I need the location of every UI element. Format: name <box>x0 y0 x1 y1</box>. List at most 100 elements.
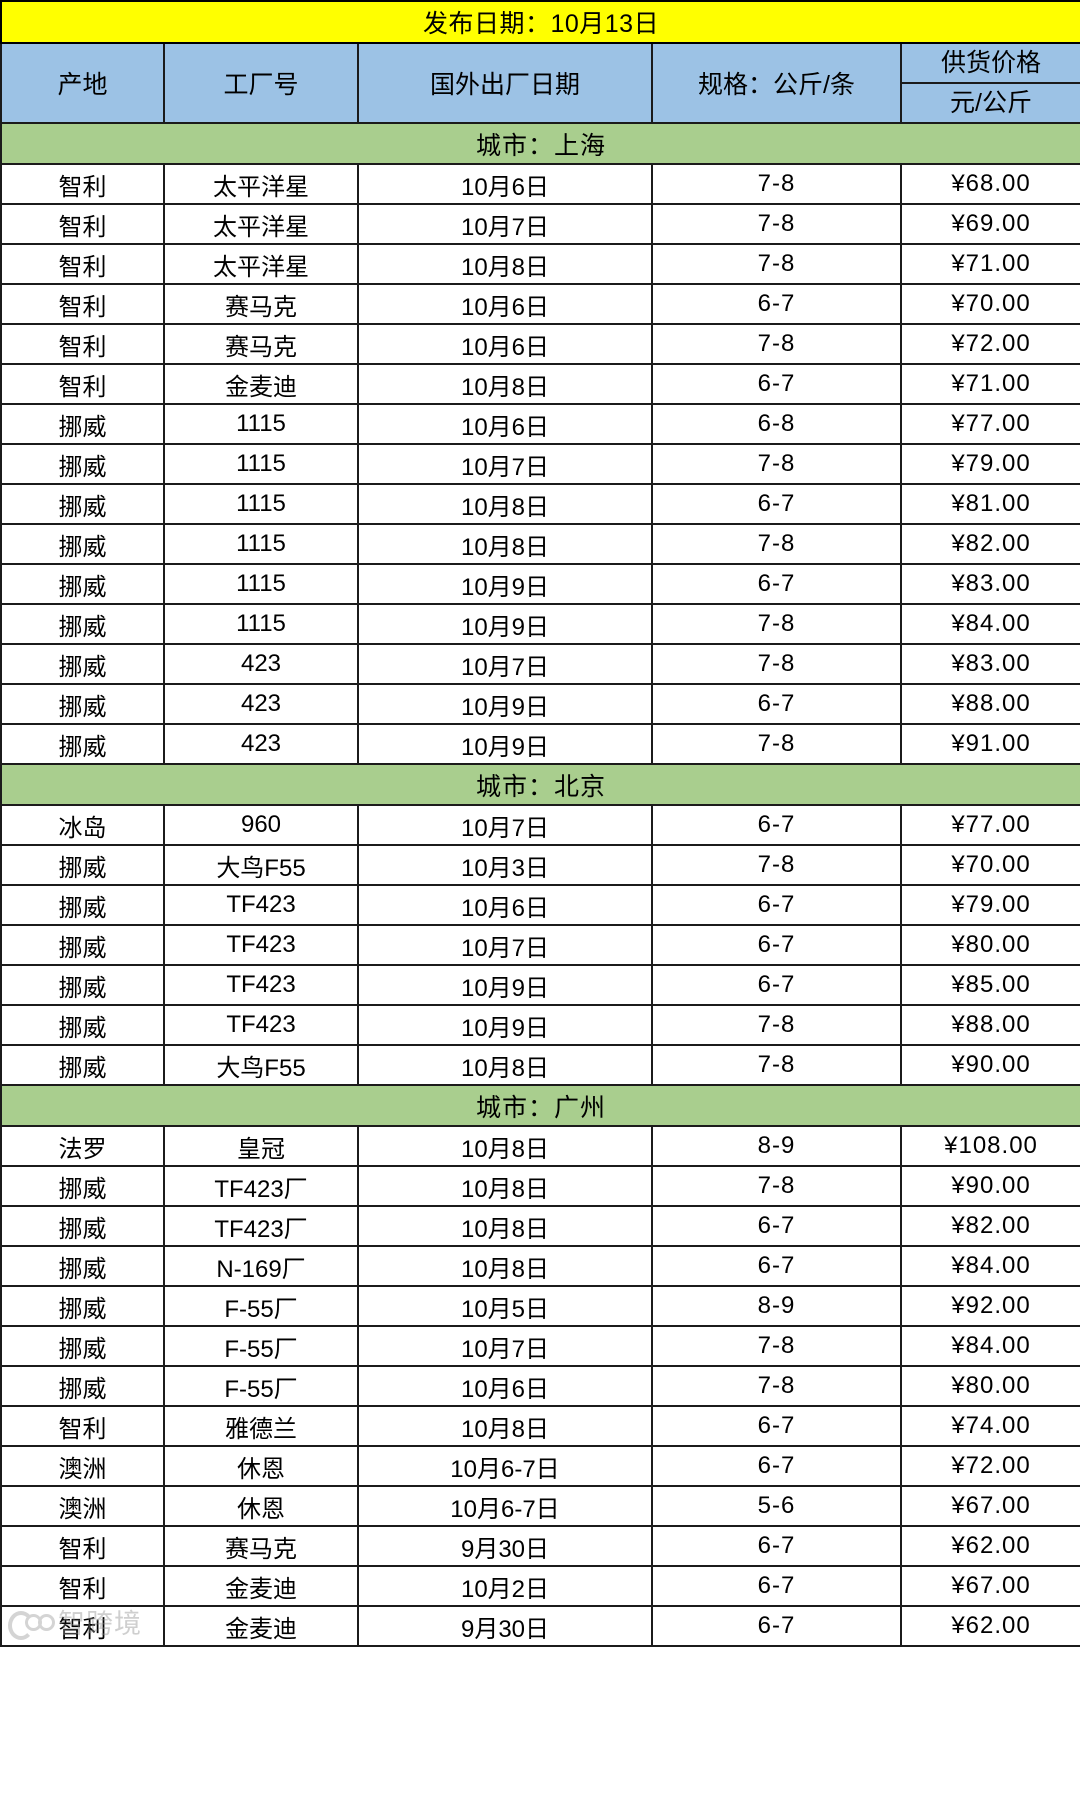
cell-price: ¥84.00 <box>899 1245 1080 1287</box>
table-row: 挪威 F-55厂 10月6日 7-8 ¥80.00 <box>0 1365 1080 1407</box>
cell-date: 10月6日 <box>357 884 653 926</box>
cell-spec: 6-7 <box>651 363 902 405</box>
table-row: 挪威 1115 10月9日 6-7 ¥83.00 <box>0 563 1080 605</box>
table-row: 智利 金麦迪 9月30日 6-7 ¥62.00 <box>0 1605 1080 1647</box>
table-row: 智利 雅德兰 10月8日 6-7 ¥74.00 <box>0 1405 1080 1447</box>
cell-date: 10月8日 <box>357 1245 653 1287</box>
cell-spec: 7-8 <box>651 1044 902 1086</box>
cell-factory: 皇冠 <box>163 1125 359 1167</box>
cell-date: 10月7日 <box>357 804 653 846</box>
cell-spec: 7-8 <box>651 443 902 485</box>
cell-factory: 423 <box>163 723 359 765</box>
table-row: 挪威 F-55厂 10月5日 8-9 ¥92.00 <box>0 1285 1080 1327</box>
table-row: 智利 金麦迪 10月8日 6-7 ¥71.00 <box>0 363 1080 405</box>
cell-origin: 智利 <box>0 1405 165 1447</box>
cell-date: 10月8日 <box>357 1165 653 1207</box>
cell-date: 10月6-7日 <box>357 1445 653 1487</box>
cell-price: ¥82.00 <box>899 523 1080 565</box>
cell-date: 10月9日 <box>357 1004 653 1046</box>
table-row: 挪威 1115 10月6日 6-8 ¥77.00 <box>0 403 1080 445</box>
table-row: 智利 金麦迪 10月2日 6-7 ¥67.00 <box>0 1565 1080 1607</box>
cell-origin: 法罗 <box>0 1125 165 1167</box>
cell-spec: 5-6 <box>651 1485 902 1527</box>
cell-factory: 423 <box>163 683 359 725</box>
cell-factory: 赛马克 <box>163 323 359 365</box>
cell-price: ¥108.00 <box>899 1125 1080 1167</box>
table-row: 挪威 F-55厂 10月7日 7-8 ¥84.00 <box>0 1325 1080 1367</box>
table-row: 澳洲 休恩 10月6-7日 6-7 ¥72.00 <box>0 1445 1080 1487</box>
cell-origin: 挪威 <box>0 1325 165 1367</box>
cell-price: ¥71.00 <box>899 363 1080 405</box>
cell-factory: TF423 <box>163 964 359 1006</box>
cell-factory: 金麦迪 <box>163 1565 359 1607</box>
table-row: 挪威 TF423 10月9日 6-7 ¥85.00 <box>0 964 1080 1006</box>
cell-origin: 智利 <box>0 1605 165 1647</box>
column-header-price: 供货价格 元/公斤 <box>899 42 1080 124</box>
cell-price: ¥72.00 <box>899 323 1080 365</box>
cell-spec: 6-7 <box>651 1525 902 1567</box>
table-row: 挪威 大鸟F55 10月3日 7-8 ¥70.00 <box>0 844 1080 886</box>
cell-origin: 挪威 <box>0 483 165 525</box>
cell-price: ¥77.00 <box>899 804 1080 846</box>
cell-spec: 6-7 <box>651 1245 902 1287</box>
column-header-origin: 产地 <box>0 42 165 124</box>
cell-price: ¥83.00 <box>899 643 1080 685</box>
table-row: 挪威 大鸟F55 10月8日 7-8 ¥90.00 <box>0 1044 1080 1086</box>
cell-date: 10月7日 <box>357 924 653 966</box>
cell-date: 10月9日 <box>357 723 653 765</box>
table-row: 挪威 1115 10月7日 7-8 ¥79.00 <box>0 443 1080 485</box>
city-group-label: 城市：广州 <box>0 1084 1080 1127</box>
cell-origin: 智利 <box>0 203 165 245</box>
cell-spec: 8-9 <box>651 1285 902 1327</box>
cell-origin: 挪威 <box>0 964 165 1006</box>
city-group-header-row: 城市：北京 <box>0 763 1080 806</box>
cell-spec: 8-9 <box>651 1125 902 1167</box>
cell-price: ¥77.00 <box>899 403 1080 445</box>
cell-price: ¥71.00 <box>899 243 1080 285</box>
cell-factory: 1115 <box>163 603 359 645</box>
cell-spec: 6-7 <box>651 884 902 926</box>
cell-origin: 挪威 <box>0 1205 165 1247</box>
cell-factory: TF423 <box>163 884 359 926</box>
city-group-label: 城市：上海 <box>0 122 1080 165</box>
cell-price: ¥69.00 <box>899 203 1080 245</box>
cell-factory: TF423厂 <box>163 1205 359 1247</box>
cell-origin: 挪威 <box>0 1285 165 1327</box>
cell-spec: 6-7 <box>651 1445 902 1487</box>
table-row: 挪威 423 10月9日 6-7 ¥88.00 <box>0 683 1080 725</box>
cell-factory: F-55厂 <box>163 1325 359 1367</box>
cell-date: 10月8日 <box>357 1205 653 1247</box>
cell-factory: 1115 <box>163 563 359 605</box>
column-header-factory: 工厂号 <box>163 42 359 124</box>
cell-price: ¥67.00 <box>899 1565 1080 1607</box>
cell-price: ¥79.00 <box>899 884 1080 926</box>
cell-price: ¥79.00 <box>899 443 1080 485</box>
table-row: 智利 太平洋星 10月7日 7-8 ¥69.00 <box>0 203 1080 245</box>
table-row: 智利 赛马克 10月6日 7-8 ¥72.00 <box>0 323 1080 365</box>
cell-date: 10月8日 <box>357 523 653 565</box>
cell-factory: 雅德兰 <box>163 1405 359 1447</box>
cell-origin: 挪威 <box>0 443 165 485</box>
cell-price: ¥90.00 <box>899 1165 1080 1207</box>
cell-factory: 1115 <box>163 443 359 485</box>
cell-origin: 智利 <box>0 323 165 365</box>
cell-price: ¥88.00 <box>899 683 1080 725</box>
cell-factory: 金麦迪 <box>163 363 359 405</box>
publish-date-title-row: 发布日期：10月13日 <box>0 0 1080 44</box>
cell-factory: 1115 <box>163 483 359 525</box>
table-row: 挪威 1115 10月8日 7-8 ¥82.00 <box>0 523 1080 565</box>
column-header-date: 国外出厂日期 <box>357 42 653 124</box>
cell-factory: 大鸟F55 <box>163 844 359 886</box>
cell-origin: 智利 <box>0 363 165 405</box>
cell-origin: 智利 <box>0 1565 165 1607</box>
cell-date: 9月30日 <box>357 1605 653 1647</box>
cell-price: ¥80.00 <box>899 924 1080 966</box>
cell-spec: 7-8 <box>651 523 902 565</box>
cell-date: 10月8日 <box>357 1405 653 1447</box>
cell-spec: 6-7 <box>651 1565 902 1607</box>
cell-price: ¥62.00 <box>899 1605 1080 1647</box>
cell-origin: 挪威 <box>0 1365 165 1407</box>
cell-price: ¥83.00 <box>899 563 1080 605</box>
table-row: 挪威 TF423 10月7日 6-7 ¥80.00 <box>0 924 1080 966</box>
cell-price: ¥91.00 <box>899 723 1080 765</box>
